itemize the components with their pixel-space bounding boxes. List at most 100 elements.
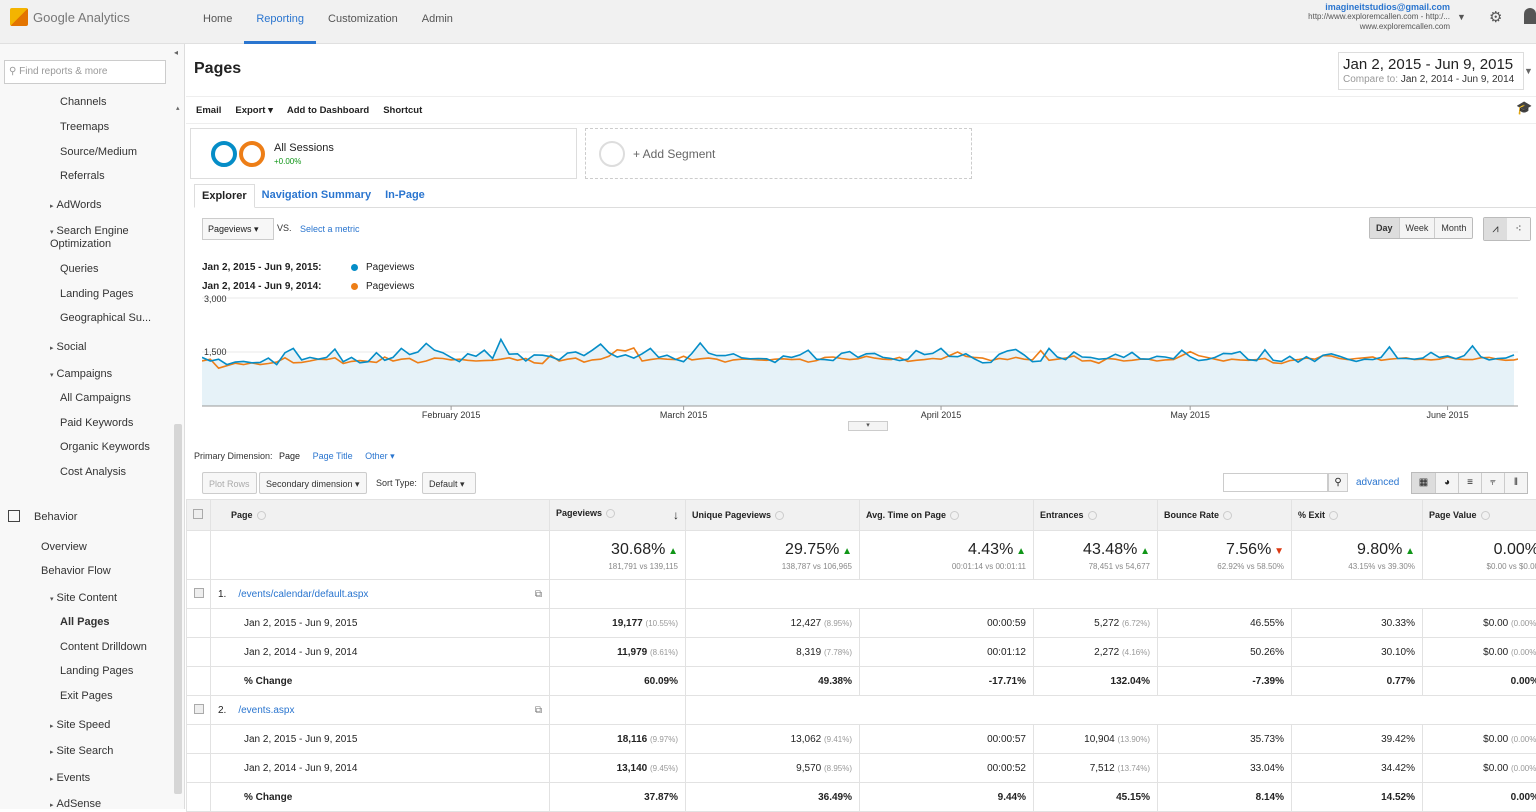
sidebar-item-campaigns[interactable]: ▾Campaigns [50, 368, 112, 380]
help-icon[interactable] [950, 511, 959, 520]
tab-explorer[interactable]: Explorer [194, 184, 255, 208]
sidebar-item-cost-analysis[interactable]: Cost Analysis [60, 466, 126, 478]
sidebar-item-treemaps[interactable]: Treemaps [60, 121, 109, 133]
nav-admin[interactable]: Admin [410, 0, 465, 44]
open-page-icon[interactable]: ⧉ [535, 589, 542, 600]
column-header[interactable]: Page Value [1423, 500, 1536, 531]
sidebar-item-queries[interactable]: Queries [60, 263, 99, 275]
nav-reporting[interactable]: Reporting [244, 0, 316, 44]
sidebar-item-optimization[interactable]: Optimization [50, 238, 111, 250]
sidebar-item-site-search[interactable]: ▸Site Search [50, 745, 113, 757]
help-icon[interactable] [257, 511, 266, 520]
help-icon[interactable] [1223, 511, 1232, 520]
sidebar-item-overview[interactable]: Overview [41, 541, 87, 553]
toolbar-add-to-dashboard-button[interactable]: Add to Dashboard [287, 105, 369, 116]
sidebar-item-paid-keywords[interactable]: Paid Keywords [60, 417, 133, 429]
chart-expand-handle[interactable]: ▾ [848, 421, 888, 431]
dimension-page-title[interactable]: Page Title [313, 451, 353, 461]
open-page-icon[interactable]: ⧉ [535, 705, 542, 716]
sidebar-item-organic-keywords[interactable]: Organic Keywords [60, 441, 150, 453]
sidebar-item-geographical-su-[interactable]: Geographical Su... [60, 312, 151, 324]
sort-type-select[interactable]: Default ▾ [422, 472, 476, 494]
primary-dimension-page[interactable]: Page [279, 451, 300, 461]
sidebar-item-channels[interactable]: Channels [60, 96, 106, 108]
sidebar-item-adsense[interactable]: ▸AdSense [50, 798, 101, 809]
comparison-view-icon[interactable]: ⫧ [1481, 473, 1504, 493]
search-input[interactable]: ⚲ Find reports & more [4, 60, 166, 84]
pie-view-icon[interactable]: ◕ [1435, 473, 1458, 493]
column-header[interactable]: Unique Pageviews [686, 500, 860, 531]
nav-home[interactable]: Home [191, 0, 244, 44]
segment-all-sessions[interactable]: All Sessions +0.00% [190, 128, 577, 179]
select-all-header[interactable] [187, 500, 211, 531]
sidebar-item-behavior-flow[interactable]: Behavior Flow [41, 565, 111, 577]
line-chart-icon[interactable]: ⩘ [1484, 218, 1507, 240]
period-month-button[interactable]: Month [1434, 218, 1472, 238]
row-checkbox-cell[interactable] [187, 696, 211, 725]
period-week-button[interactable]: Week [1399, 218, 1435, 238]
select-all-checkbox[interactable] [193, 509, 203, 519]
help-icon[interactable] [1481, 511, 1490, 520]
sidebar-item-landing-pages[interactable]: Landing Pages [60, 665, 133, 677]
education-cap-icon[interactable]: 🎓 [1516, 100, 1532, 116]
scroll-up-icon[interactable]: ▴ [176, 104, 180, 112]
gear-icon[interactable]: ⚙ [1489, 8, 1502, 26]
sidebar-item-content-drilldown[interactable]: Content Drilldown [60, 641, 147, 653]
tab-navigation-summary[interactable]: Navigation Summary [255, 184, 378, 207]
sidebar-item-source-medium[interactable]: Source/Medium [60, 146, 137, 158]
collapse-sidebar-icon[interactable]: ◂ [174, 48, 178, 57]
motion-chart-icon[interactable]: ⁖ [1507, 218, 1530, 240]
account-selector[interactable]: imagineitstudios@gmail.com http://www.ex… [1308, 2, 1450, 32]
plot-rows-button[interactable]: Plot Rows [202, 472, 257, 494]
tab-in-page[interactable]: In-Page [378, 184, 432, 207]
row-checkbox-cell[interactable] [187, 580, 211, 609]
help-icon[interactable] [606, 509, 615, 518]
toolbar-email-button[interactable]: Email [196, 105, 221, 116]
column-header[interactable]: % Exit [1292, 500, 1423, 531]
sidebar-item-all-pages[interactable]: All Pages [60, 616, 110, 628]
help-icon[interactable] [1088, 511, 1097, 520]
sidebar-item-behavior[interactable]: Behavior [34, 511, 77, 523]
advanced-filter-link[interactable]: advanced [1356, 477, 1399, 488]
secondary-dimension-select[interactable]: Secondary dimension ▾ [259, 472, 367, 494]
date-range-dropdown-icon[interactable]: ▼ [1524, 66, 1533, 76]
notification-bell-icon[interactable] [1524, 8, 1536, 24]
period-day-button[interactable]: Day [1370, 218, 1399, 238]
sidebar-item-search-engine[interactable]: ▾Search Engine [50, 225, 129, 237]
help-icon[interactable] [775, 511, 784, 520]
sidebar-scrollbar[interactable] [174, 424, 182, 794]
sidebar-item-events[interactable]: ▸Events [50, 772, 90, 784]
data-table-view-icon[interactable]: ▦ [1412, 473, 1435, 493]
sidebar-item-social[interactable]: ▸Social [50, 341, 86, 353]
sidebar-item-landing-pages[interactable]: Landing Pages [60, 288, 133, 300]
dimension-other[interactable]: Other ▾ [365, 451, 395, 461]
sidebar-item-all-campaigns[interactable]: All Campaigns [60, 392, 131, 404]
sidebar-item-adwords[interactable]: ▸AdWords [50, 199, 102, 211]
select-metric-link[interactable]: Select a metric [300, 224, 360, 234]
column-header[interactable]: Pageviews↓ [550, 500, 686, 531]
sidebar-item-exit-pages[interactable]: Exit Pages [60, 690, 113, 702]
column-header[interactable]: Avg. Time on Page [860, 500, 1034, 531]
account-dropdown-icon[interactable]: ▼ [1457, 12, 1466, 22]
row-checkbox[interactable] [194, 588, 204, 598]
table-search-input[interactable] [1223, 473, 1328, 492]
sidebar-item-site-content[interactable]: ▾Site Content [50, 592, 117, 604]
performance-view-icon[interactable]: ≡ [1458, 473, 1481, 493]
column-header[interactable]: Entrances [1034, 500, 1158, 531]
column-header[interactable]: Page [211, 500, 550, 531]
row-checkbox[interactable] [194, 704, 204, 714]
sidebar-item-site-speed[interactable]: ▸Site Speed [50, 719, 110, 731]
google-analytics-logo[interactable]: Google Analytics [10, 8, 130, 26]
page-link[interactable]: /events/calendar/default.aspx [238, 589, 368, 600]
table-search-icon[interactable]: ⚲ [1328, 473, 1348, 492]
toolbar-export-button[interactable]: Export ▾ [235, 105, 273, 116]
sidebar-item-referrals[interactable]: Referrals [60, 170, 105, 182]
nav-customization[interactable]: Customization [316, 0, 410, 44]
page-link[interactable]: /events.aspx [238, 705, 294, 716]
metric-select[interactable]: Pageviews ▾ [202, 218, 274, 240]
toolbar-shortcut-button[interactable]: Shortcut [383, 105, 422, 116]
term-cloud-view-icon[interactable]: ǁ [1504, 473, 1527, 493]
help-icon[interactable] [1329, 511, 1338, 520]
date-range-picker[interactable]: Jan 2, 2015 - Jun 9, 2015 Compare to: Ja… [1338, 52, 1524, 90]
sort-arrow-icon[interactable]: ↓ [673, 508, 679, 522]
